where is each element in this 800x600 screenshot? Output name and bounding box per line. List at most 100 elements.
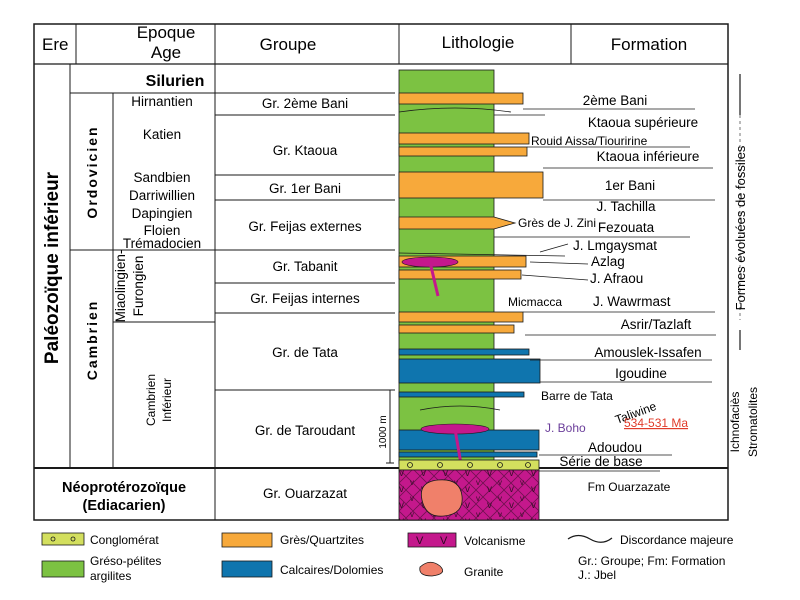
bed-rouid-aissa-2 — [398, 146, 528, 157]
lens-taroudant — [419, 405, 501, 411]
age-dapingien: Dapingien — [132, 206, 193, 221]
legend-abbr-groupe: Gr.: Groupe; Fm: Formation — [578, 554, 725, 568]
header-row: Ere Epoque Age Groupe Lithologie Formati… — [42, 23, 687, 62]
age-katien: Katien — [143, 127, 181, 142]
formation-micmacca: Micmacca — [508, 295, 562, 309]
header-age: Age — [151, 43, 181, 62]
ages-column: Hirnantien Katien Sandbien Darriwillien … — [113, 94, 201, 426]
bed-rouid-aissa — [398, 132, 530, 145]
header-groupe: Groupe — [260, 35, 317, 54]
header-epoque: Epoque — [137, 23, 196, 42]
group-bani1: Gr. 1er Bani — [269, 181, 341, 196]
legend-label-greso: Gréso-pélites — [90, 554, 161, 568]
formation-1er-bani: 1er Bani — [605, 178, 655, 193]
legend-label-volcanisme: Volcanisme — [464, 534, 526, 548]
formation-connectors — [398, 108, 716, 472]
bed-azlag — [398, 255, 527, 268]
group-ktaoua: Gr. Ktaoua — [273, 143, 338, 158]
era-neoproterozoique: Néoprotérozoïque — [62, 480, 186, 496]
lithology-column — [398, 69, 544, 521]
formation-ktaoua-sup: Ktaoua supérieure — [588, 115, 698, 130]
age-sandbien: Sandbien — [133, 170, 190, 185]
formation-barre-tata: Barre de Tata — [541, 389, 613, 403]
age-floien: Floien — [144, 223, 181, 238]
age-miaolingien: Miaolingien- — [113, 250, 128, 323]
side-fossiles: Formes évoluées de fossiles — [733, 145, 748, 310]
legend-swatch-conglomerat — [41, 532, 85, 546]
scale-bar: 1000 m — [378, 389, 394, 464]
age-furongien: Furongien — [131, 256, 146, 317]
legend-swatch-calcaires — [221, 560, 273, 578]
formation-ouarzazate: Fm Ouarzazate — [588, 480, 671, 494]
period-cambrien: Cambrien — [84, 300, 100, 381]
formation-2eme-bani: 2ème Bani — [583, 93, 648, 108]
legend-label-conglomerat: Conglomérat — [90, 533, 159, 547]
legend-label-granite: Granite — [464, 565, 504, 579]
legend-label-discordance: Discordance majeure — [620, 533, 734, 547]
header-ere: Ere — [42, 35, 68, 54]
age-tremadocien: Trémadocien — [123, 236, 201, 251]
age-hirnantien: Hirnantien — [131, 94, 193, 109]
bed-1er-bani — [398, 171, 544, 199]
header-lithologie: Lithologie — [442, 33, 515, 52]
groups-column: Gr. 2ème Bani Gr. Ktaoua Gr. 1er Bani Gr… — [248, 96, 362, 501]
formation-amouslek: Amouslek-Issafen — [594, 345, 701, 360]
formation-gres-zini: Grès de J. Zini — [518, 216, 596, 230]
formation-rouid-aissa: Rouid Aissa/Tiouririne — [531, 134, 648, 148]
formation-igoudine: Igoudine — [615, 366, 667, 381]
age-darriwillien: Darriwillien — [129, 188, 195, 203]
side-ichnofacies: Ichnofaciès — [728, 392, 742, 453]
scale-label: 1000 m — [378, 415, 389, 448]
formation-tachilla: J. Tachilla — [596, 199, 656, 214]
group-tata: Gr. de Tata — [272, 345, 338, 360]
formation-boho: J. Boho — [545, 421, 586, 435]
formation-asrir: Asrir/Tazlaft — [621, 317, 692, 332]
age-cambrien-inf: Cambrien — [144, 374, 158, 426]
formation-azlag: Azlag — [591, 254, 625, 269]
bed-asrir — [398, 311, 524, 323]
group-bani2: Gr. 2ème Bani — [262, 96, 348, 111]
legend: Conglomérat Gréso-pélites argilites Grès… — [41, 532, 734, 583]
bed-adoudou-2 — [398, 451, 538, 458]
group-ouarzazat: Gr. Ouarzazat — [263, 486, 347, 501]
period-ordovicien: Ordovicien — [84, 125, 100, 218]
legend-label-calcaires: Calcaires/Dolomies — [280, 563, 383, 577]
formations-column: 2ème Bani Ktaoua supérieure Rouid Aissa/… — [508, 93, 702, 494]
bed-amouslek — [398, 348, 530, 356]
granite-body — [420, 479, 463, 517]
formation-serie-base: Série de base — [559, 454, 642, 469]
formation-lmgaysmat: J. Lmgaysmat — [573, 238, 657, 253]
formation-wawrmast: J. Wawrmast — [593, 294, 671, 309]
group-taroudant: Gr. de Taroudant — [255, 423, 356, 438]
bed-2eme-bani — [398, 92, 524, 105]
legend-label-argilites: argilites — [90, 569, 131, 583]
formation-adoudou: Adoudou — [588, 440, 642, 455]
bed-barre-tata — [398, 391, 525, 398]
legend-swatch-volcanisme — [407, 532, 457, 548]
table-frame — [33, 23, 729, 521]
lens-ktaoua — [398, 107, 512, 113]
legend-abbr-jbel: J.: Jbel — [578, 568, 616, 582]
side-stromatolites: Stromatolites — [746, 387, 760, 457]
formation-age-range: 534-531 Ma — [624, 416, 688, 430]
svg-text:V: V — [416, 535, 424, 547]
legend-swatch-granite — [419, 561, 444, 577]
group-feijas-int: Gr. Feijas internes — [250, 291, 360, 306]
group-tabanit: Gr. Tabanit — [272, 259, 337, 274]
conglomerate-base — [398, 459, 540, 471]
bed-igoudine — [398, 358, 541, 384]
side-labels: Formes évoluées de fossiles Ichnofaciès … — [728, 74, 760, 457]
bed-afraou — [398, 269, 522, 280]
group-feijas-ext: Gr. Feijas externes — [248, 219, 362, 234]
legend-swatch-gres — [221, 532, 273, 548]
formation-ktaoua-inf: Ktaoua inférieure — [597, 149, 700, 164]
era-paleozoique: Paléozoïque inférieur — [42, 171, 63, 364]
legend-swatch-discordance — [567, 534, 613, 543]
period-silurien: Silurien — [146, 73, 205, 90]
legend-swatch-greso — [41, 560, 85, 578]
svg-text:V: V — [440, 535, 448, 547]
age-inferieur: Inférieur — [160, 378, 174, 422]
volcanic-dike-tabanit — [428, 261, 440, 297]
bed-asrir-2 — [398, 324, 515, 334]
